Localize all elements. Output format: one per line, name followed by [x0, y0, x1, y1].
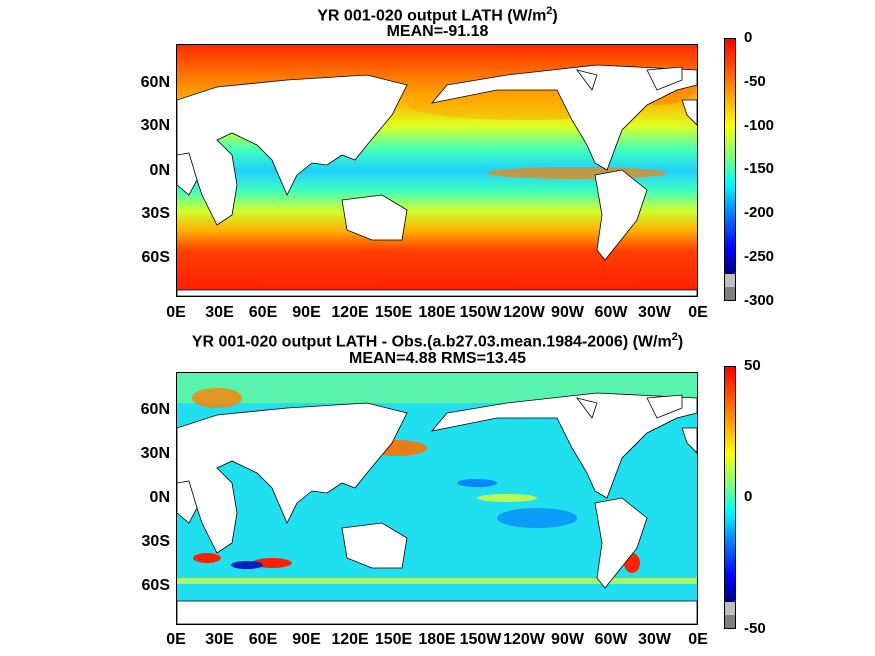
lon-tick: 60W: [594, 304, 628, 321]
lon-tick: 0E: [166, 631, 186, 648]
lon-tick: 30E: [205, 631, 234, 648]
bottom-map-field: [177, 373, 697, 624]
top-colorbar-tick: -100: [744, 117, 775, 134]
bottom-title-line1: YR 001-020 output LATH - Obs.(a.b27.03.m…: [191, 331, 684, 351]
lon-tick: 120E: [331, 631, 369, 648]
top-colorbar-tick: -250: [744, 248, 775, 265]
lon-tick: 30W: [638, 631, 671, 648]
lon-tick: 0E: [688, 304, 708, 321]
top-colorbar-tick: -50: [744, 73, 766, 90]
lon-tick: 30W: [638, 304, 671, 321]
lon-tick: 180E: [418, 631, 456, 648]
lon-tick: 0E: [166, 304, 186, 321]
lat-tick: 60N: [140, 74, 170, 91]
bottom-map-panel: [176, 372, 698, 625]
lon-tick: 150E: [374, 304, 413, 321]
top-title-line1: YR 001-020 output LATH (W/m2): [317, 5, 558, 25]
lon-tick: 120E: [331, 304, 369, 321]
lon-tick: 150E: [374, 631, 413, 648]
top-map-panel: [176, 44, 698, 297]
lon-tick: 60E: [248, 304, 278, 321]
top-colorbar-tick: -300: [744, 292, 775, 309]
lon-tick: 30E: [205, 304, 234, 321]
lon-tick: 120W: [503, 631, 545, 648]
lon-tick: 0E: [688, 631, 708, 648]
lat-tick: 30N: [140, 117, 170, 134]
lat-tick: 60S: [141, 249, 170, 266]
bottom-colorbar-gradient: [725, 367, 735, 628]
lat-tick: 0N: [149, 162, 170, 179]
top-continents: [177, 64, 697, 296]
lon-tick: 90E: [292, 631, 321, 648]
lat-tick: 30N: [140, 445, 170, 462]
top-colorbar-gradient: [725, 39, 735, 300]
lat-tick: 0N: [149, 489, 170, 506]
lon-tick: 150W: [459, 631, 502, 648]
bottom-colorbar-tick: 0: [744, 488, 753, 505]
lat-tick: 30S: [141, 205, 170, 222]
lat-tick: 60N: [140, 401, 170, 418]
lon-tick: 90E: [292, 304, 321, 321]
lon-tick: 60E: [248, 631, 278, 648]
lon-tick: 90W: [551, 631, 584, 648]
bottom-title-mean-rms: MEAN=4.88 RMS=13.45: [349, 350, 526, 367]
lon-tick: 90W: [551, 304, 584, 321]
lon-tick: 180E: [418, 304, 456, 321]
top-colorbar-tick: -150: [744, 160, 775, 177]
lon-tick: 150W: [459, 304, 502, 321]
top-colorbar-tick: -200: [744, 204, 775, 221]
top-title-mean: MEAN=-91.18: [386, 23, 489, 40]
lat-tick: 60S: [141, 577, 170, 594]
top-map-field: [177, 45, 697, 296]
top-colorbar: [724, 38, 736, 301]
bottom-continents: [177, 392, 697, 624]
bottom-colorbar: [724, 366, 736, 629]
lat-tick: 30S: [141, 533, 170, 550]
top-colorbar-tick: 0: [744, 29, 753, 46]
lon-tick: 60W: [594, 631, 628, 648]
bottom-colorbar-tick: -50: [744, 620, 766, 637]
lon-tick: 120W: [503, 304, 545, 321]
bottom-colorbar-tick: 50: [744, 357, 761, 374]
